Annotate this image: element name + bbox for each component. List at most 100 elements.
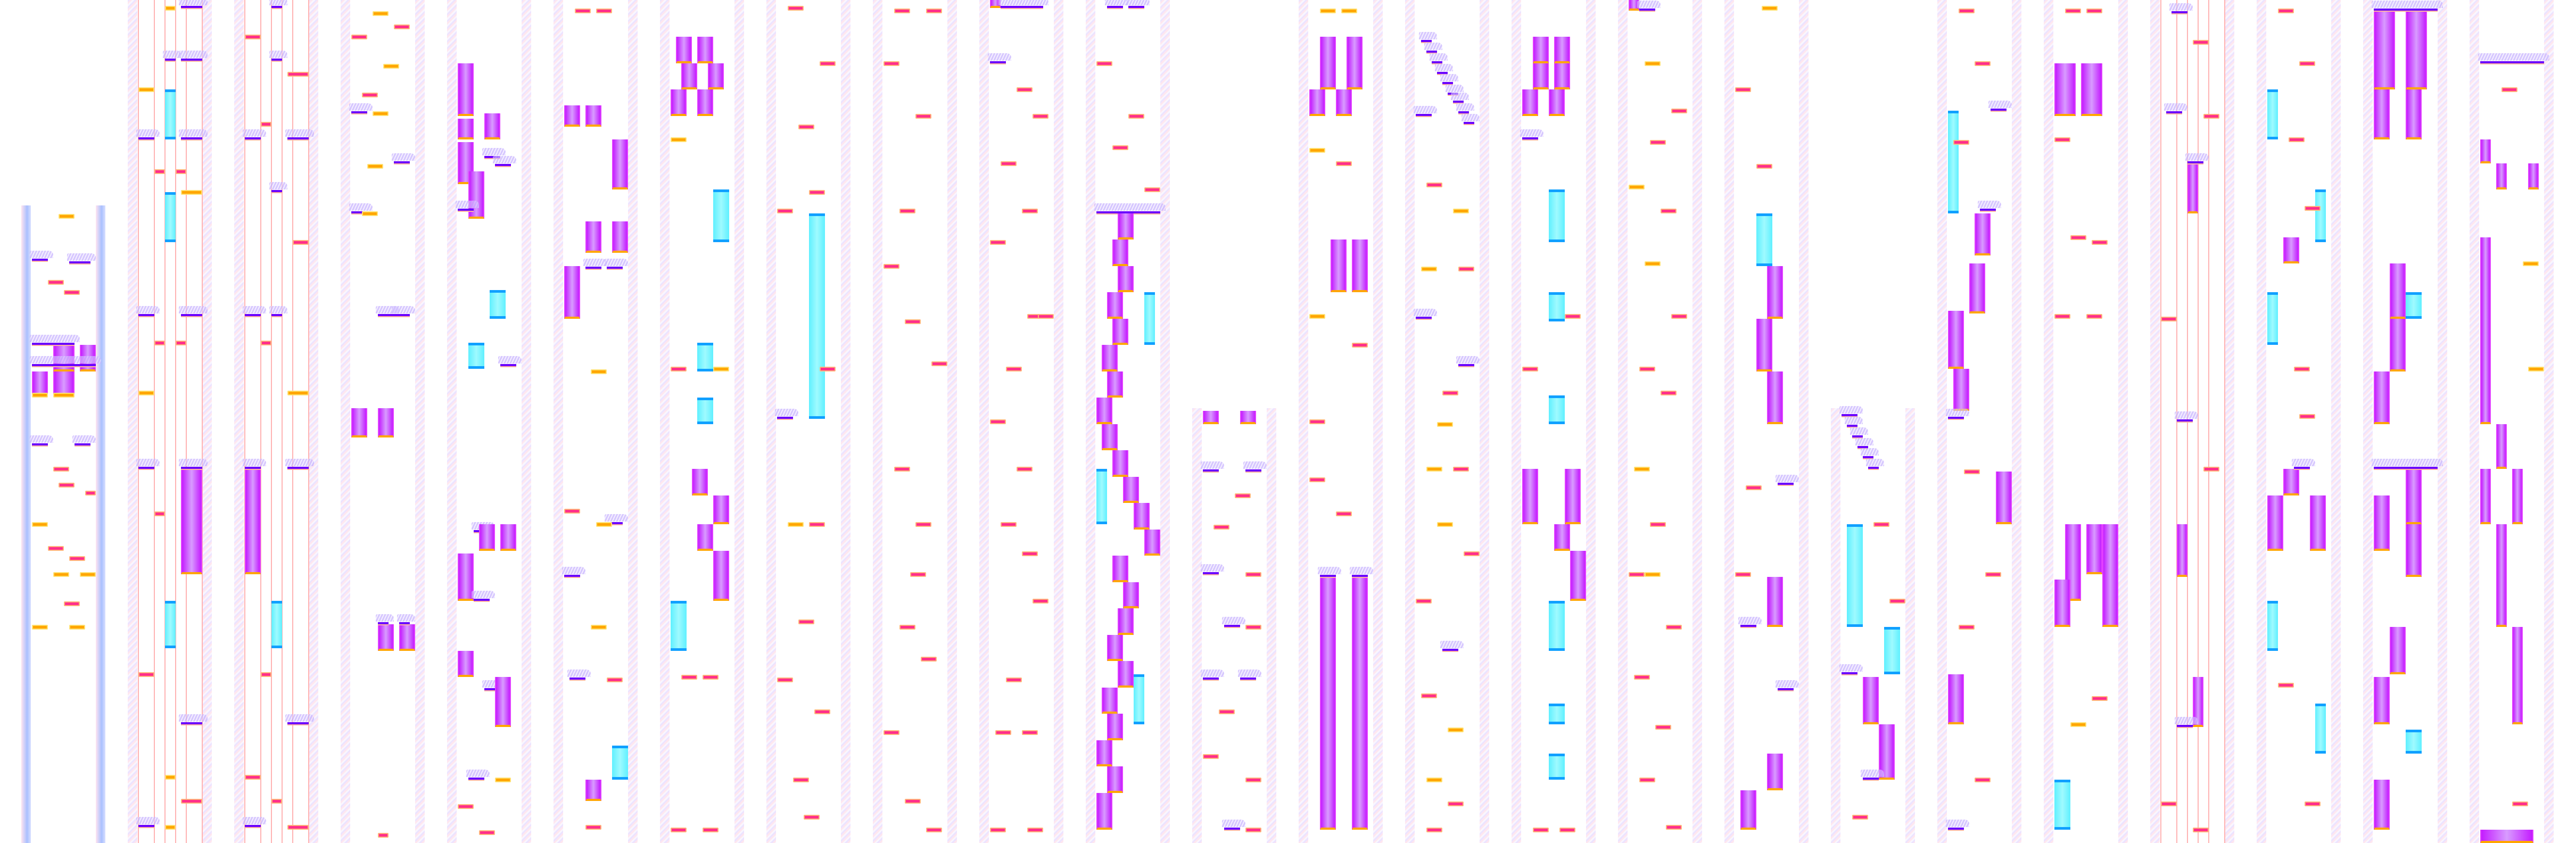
hold-note bbox=[1948, 674, 1964, 725]
break-note bbox=[1645, 572, 1661, 577]
break-note bbox=[713, 367, 729, 371]
hold-note bbox=[1112, 450, 1128, 477]
hold-note bbox=[1570, 550, 1586, 601]
flick-note bbox=[179, 0, 208, 9]
hold-note bbox=[1107, 714, 1123, 740]
tap-note bbox=[1458, 266, 1474, 271]
tap-note bbox=[990, 828, 1006, 833]
lane-wall bbox=[841, 0, 851, 843]
tap-note bbox=[59, 482, 75, 487]
break-note bbox=[1629, 185, 1645, 190]
hold-note bbox=[2496, 163, 2507, 190]
hold-note bbox=[2496, 424, 2507, 469]
flick-note bbox=[2175, 717, 2198, 729]
hold-note bbox=[585, 780, 601, 801]
slide-note bbox=[1884, 627, 1900, 675]
tap-note bbox=[458, 804, 474, 809]
tap-note bbox=[1666, 625, 1682, 630]
flick-note bbox=[2169, 3, 2193, 14]
flick-note bbox=[2185, 153, 2209, 164]
break-note bbox=[373, 11, 389, 16]
flick-note bbox=[163, 50, 181, 62]
tap-note bbox=[85, 490, 96, 495]
flick-note bbox=[498, 356, 522, 368]
hold-note bbox=[1533, 37, 1549, 63]
break-note bbox=[2528, 367, 2544, 371]
hold-note bbox=[2390, 627, 2406, 675]
tap-note bbox=[1975, 778, 1991, 783]
hold-note bbox=[2374, 677, 2390, 725]
tap-note bbox=[2054, 314, 2070, 319]
break-note bbox=[165, 825, 176, 830]
hold-note bbox=[1767, 266, 1783, 319]
lane-wall bbox=[415, 0, 425, 843]
slide-note bbox=[1549, 600, 1565, 651]
tap-note bbox=[1213, 525, 1229, 530]
hold-note bbox=[1112, 239, 1128, 266]
break-note bbox=[181, 190, 202, 195]
lane-wall bbox=[766, 0, 776, 843]
hold-note bbox=[1112, 556, 1128, 582]
break-note bbox=[1437, 422, 1453, 427]
lane-wall bbox=[96, 205, 105, 843]
flick-note bbox=[988, 53, 1011, 64]
hold-note bbox=[1320, 577, 1336, 830]
break-note bbox=[32, 625, 48, 630]
lane-divider bbox=[202, 0, 203, 843]
flick-note bbox=[285, 714, 314, 726]
lane-wall bbox=[2363, 0, 2373, 843]
flick-note bbox=[493, 155, 516, 167]
slide-note bbox=[1549, 189, 1565, 243]
flick-note bbox=[1861, 770, 1884, 781]
flick-note bbox=[562, 567, 585, 578]
tap-note bbox=[1022, 551, 1038, 556]
slide-note bbox=[2315, 703, 2326, 754]
hold-note bbox=[2406, 469, 2422, 525]
tap-note bbox=[1448, 801, 1464, 806]
tap-note bbox=[1533, 828, 1549, 833]
hold-note bbox=[676, 37, 692, 63]
lane-wall bbox=[2044, 0, 2053, 843]
hold-note bbox=[1996, 472, 2012, 525]
tap-note bbox=[1245, 625, 1261, 630]
hold-note bbox=[1554, 37, 1570, 63]
tap-note bbox=[1022, 209, 1038, 213]
tap-note bbox=[245, 35, 261, 40]
tap-note bbox=[2289, 137, 2305, 143]
flick-note bbox=[1946, 820, 1969, 831]
hold-note bbox=[692, 469, 708, 495]
tap-note bbox=[154, 340, 165, 345]
hold-note bbox=[1107, 371, 1123, 398]
flick-note bbox=[1243, 461, 1267, 473]
flick-note bbox=[67, 253, 96, 265]
tap-note bbox=[1671, 314, 1687, 319]
hold-note bbox=[53, 371, 75, 395]
tap-note bbox=[378, 833, 389, 838]
tap-note bbox=[2092, 696, 2108, 701]
tap-note bbox=[564, 509, 580, 514]
break-note bbox=[2070, 722, 2086, 728]
flick-note bbox=[775, 409, 798, 420]
tap-note bbox=[2278, 8, 2294, 13]
break-note bbox=[287, 390, 309, 395]
tap-note bbox=[798, 124, 814, 129]
flick-note bbox=[30, 335, 80, 346]
hold-note bbox=[1123, 476, 1139, 503]
hold-note bbox=[1336, 89, 1352, 116]
break-note bbox=[2523, 261, 2539, 266]
slide-note bbox=[1847, 524, 1863, 627]
tap-note bbox=[138, 672, 154, 677]
break-note bbox=[596, 522, 612, 527]
lane-divider bbox=[138, 0, 139, 843]
hold-note bbox=[1969, 263, 1985, 314]
lane-wall bbox=[979, 0, 989, 843]
flick-note bbox=[2478, 53, 2549, 64]
flick-note bbox=[2164, 103, 2187, 114]
break-note bbox=[591, 625, 607, 630]
hold-note bbox=[458, 650, 474, 677]
hold-note bbox=[2086, 524, 2102, 575]
flick-note bbox=[1946, 409, 1969, 420]
tap-note bbox=[261, 340, 271, 345]
hold-note bbox=[458, 63, 474, 116]
tap-note bbox=[1352, 343, 1368, 348]
